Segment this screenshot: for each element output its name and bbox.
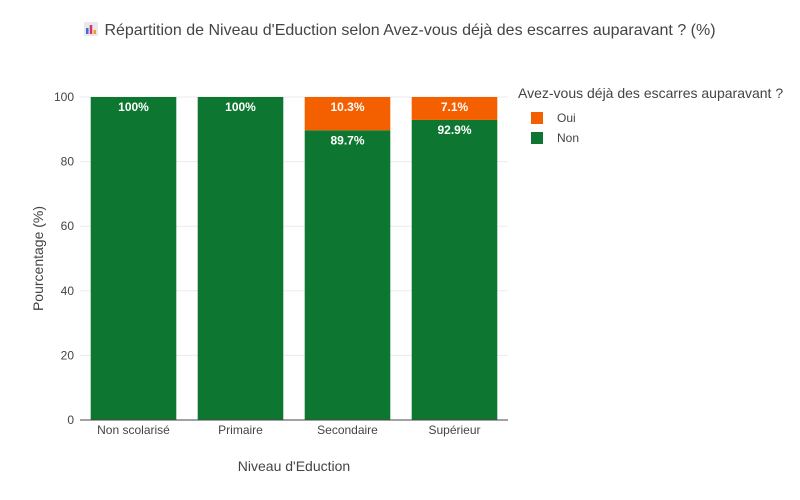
bar-value-label: 89.7%	[330, 133, 364, 147]
legend-swatch-non[interactable]	[531, 132, 543, 144]
legend-swatch-oui[interactable]	[531, 112, 543, 124]
y-tick-label: 80	[61, 155, 75, 169]
y-tick-label: 20	[61, 348, 75, 362]
y-axis-label: Pourcentage (%)	[30, 206, 46, 311]
x-axis-ticks: Non scolarisé Primaire Secondaire Supérieur	[97, 423, 480, 437]
bar-value-label: 92.9%	[437, 123, 471, 137]
bar-value-label: 100%	[118, 100, 149, 114]
x-tick-label: Primaire	[218, 423, 263, 437]
y-tick-label: 40	[61, 284, 75, 298]
bar-non	[411, 119, 498, 421]
bar-oui	[304, 97, 391, 131]
legend-title: Avez-vous déjà des escarres auparavant ?	[518, 85, 783, 101]
bar-non	[304, 130, 391, 421]
bars	[90, 97, 498, 421]
chart-title-container: Répartition de Niveau d'Eduction selon A…	[0, 22, 800, 40]
y-tick-label: 100	[54, 90, 74, 104]
bar-value-label: 7.1%	[441, 100, 469, 114]
bar-chart-icon	[84, 22, 99, 36]
y-axis-ticks: 0 20 40 60 80 100	[54, 90, 74, 427]
bar-labels: 100% 100% 89.7% 10.3% 92.9% 7.1%	[118, 100, 472, 147]
legend-label-oui[interactable]: Oui	[557, 111, 576, 125]
y-tick-label: 60	[61, 219, 75, 233]
x-tick-label: Secondaire	[317, 423, 378, 437]
legend: Avez-vous déjà des escarres auparavant ?…	[518, 85, 783, 145]
bar-non	[90, 97, 177, 420]
chart-title: Répartition de Niveau d'Eduction selon A…	[104, 22, 716, 39]
bar-oui	[411, 97, 498, 120]
x-tick-label: Non scolarisé	[97, 423, 170, 437]
bar-non	[197, 97, 284, 420]
y-tick-label: 0	[67, 413, 74, 427]
x-axis-label: Niveau d'Eduction	[238, 458, 350, 474]
legend-label-non[interactable]: Non	[557, 131, 579, 145]
bar-value-label: 10.3%	[330, 100, 364, 114]
bar-value-label: 100%	[225, 100, 256, 114]
x-tick-label: Supérieur	[428, 423, 480, 437]
